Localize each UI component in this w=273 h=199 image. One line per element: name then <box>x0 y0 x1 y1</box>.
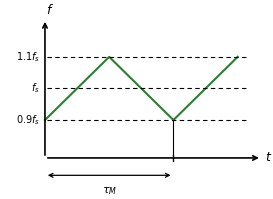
Text: $0.9f_s$: $0.9f_s$ <box>16 113 40 127</box>
Text: f: f <box>46 4 50 17</box>
Text: $f_s$: $f_s$ <box>31 82 40 95</box>
Text: t: t <box>265 151 270 164</box>
Text: $\tau_M$: $\tau_M$ <box>102 185 117 197</box>
Text: $1.1f_s$: $1.1f_s$ <box>16 50 40 64</box>
